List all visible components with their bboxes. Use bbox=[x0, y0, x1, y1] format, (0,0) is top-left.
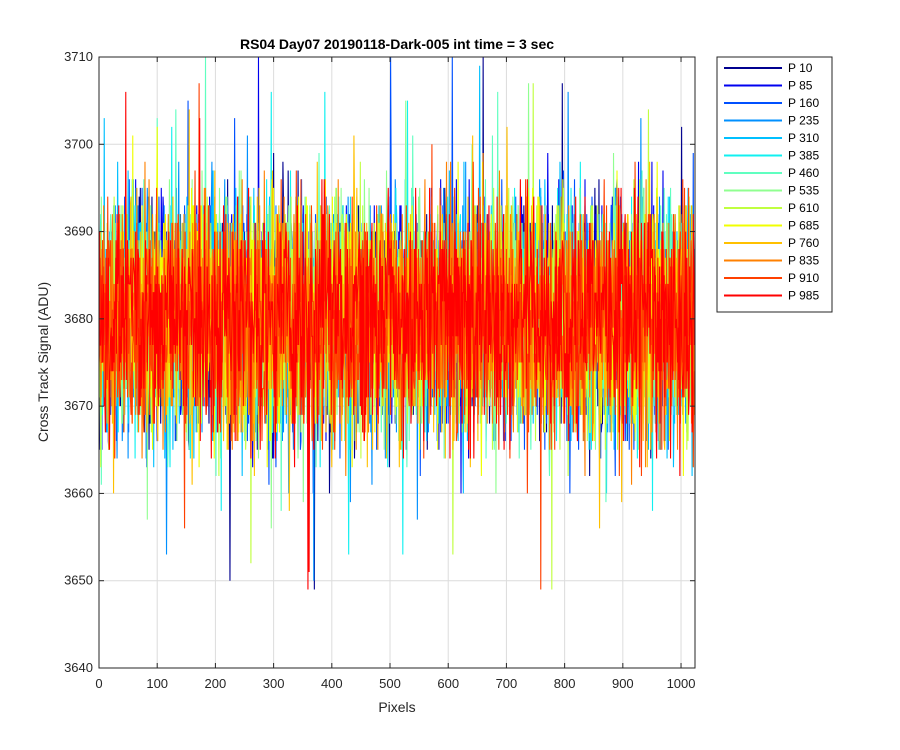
x-axis-label: Pixels bbox=[378, 699, 415, 715]
y-tick-label: 3700 bbox=[64, 136, 93, 151]
x-tick-label: 900 bbox=[612, 676, 634, 691]
legend-entry: P 535 bbox=[788, 184, 819, 198]
y-tick-label: 3670 bbox=[64, 398, 93, 413]
legend-entry: P 835 bbox=[788, 254, 819, 268]
x-tick-label: 1000 bbox=[667, 676, 696, 691]
legend-entry: P 985 bbox=[788, 289, 819, 303]
x-tick-label: 500 bbox=[379, 676, 401, 691]
y-tick-label: 3690 bbox=[64, 224, 93, 239]
y-tick-label: 3640 bbox=[64, 660, 93, 675]
axis-ticks bbox=[98, 56, 695, 669]
x-tick-label: 300 bbox=[263, 676, 285, 691]
x-tick-label: 0 bbox=[95, 676, 102, 691]
x-tick-label: 400 bbox=[321, 676, 343, 691]
x-tick-label: 100 bbox=[146, 676, 168, 691]
legend-entry: P 685 bbox=[788, 219, 819, 233]
y-tick-label: 3660 bbox=[64, 485, 93, 500]
legend-box bbox=[716, 56, 833, 313]
x-tick-label: 200 bbox=[205, 676, 227, 691]
legend-entry: P 85 bbox=[788, 79, 813, 93]
legend-entry: P 310 bbox=[788, 131, 819, 145]
y-tick-label: 3680 bbox=[64, 311, 93, 326]
x-tick-label: 700 bbox=[496, 676, 518, 691]
y-tick-label: 3650 bbox=[64, 573, 93, 588]
plot-area bbox=[98, 56, 696, 669]
series-line-p985 bbox=[99, 91, 695, 590]
axes-box bbox=[98, 56, 696, 669]
legend-entry: P 910 bbox=[788, 271, 819, 285]
legend-entry: P 10 bbox=[788, 61, 813, 75]
chart-title: RS04 Day07 20190118-Dark-005 int time = … bbox=[240, 36, 554, 52]
legend-entry: P 385 bbox=[788, 149, 819, 163]
x-tick-label: 800 bbox=[554, 676, 576, 691]
y-tick-label: 3710 bbox=[64, 49, 93, 64]
legend: P 10 P 85 P 160 P 235 P 310 P 385 P 460 P 535 P … bbox=[716, 56, 833, 313]
y-axis-label: Cross Track Signal (ADU) bbox=[35, 282, 51, 442]
legend-entry: P 460 bbox=[788, 166, 819, 180]
legend-entry: P 760 bbox=[788, 236, 819, 250]
legend-entry: P 610 bbox=[788, 201, 819, 215]
x-tick-label: 600 bbox=[437, 676, 459, 691]
legend-entry: P 235 bbox=[788, 114, 819, 128]
legend-entry: P 160 bbox=[788, 96, 819, 110]
series-lines bbox=[99, 57, 695, 590]
